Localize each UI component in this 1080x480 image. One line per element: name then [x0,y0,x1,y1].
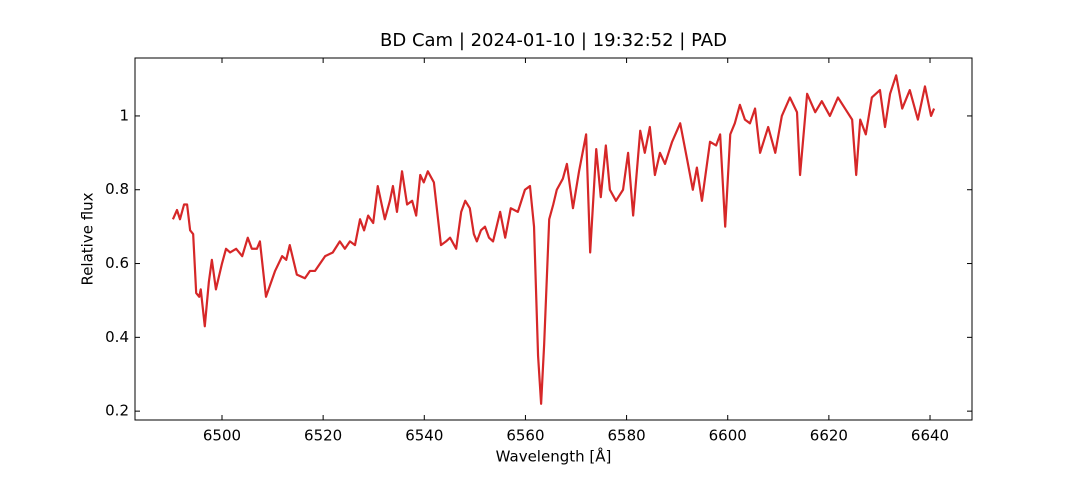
plot-frame [134,57,973,421]
y-tick-label: 0.6 [105,254,129,272]
x-tick-label: 6520 [304,427,342,445]
chart-title: BD Cam | 2024-01-10 | 19:32:52 | PAD [380,30,727,51]
y-tick-label: 0.4 [105,328,129,346]
y-tick-label: 1 [119,106,129,124]
x-tick-label: 6600 [709,427,747,445]
x-tick-label: 6540 [405,427,443,445]
y-axis-label: Relative flux [79,192,97,285]
x-tick-label: 6620 [810,427,848,445]
x-tick-label: 6560 [506,427,544,445]
x-tick-label: 6580 [607,427,645,445]
y-tick-label: 0.8 [105,180,129,198]
x-axis-label: Wavelength [Å] [496,447,612,466]
spectrum-line [171,74,936,405]
y-tick-label: 0.2 [105,402,129,420]
x-tick-label: 6640 [911,427,949,445]
x-tick-label: 6500 [203,427,241,445]
